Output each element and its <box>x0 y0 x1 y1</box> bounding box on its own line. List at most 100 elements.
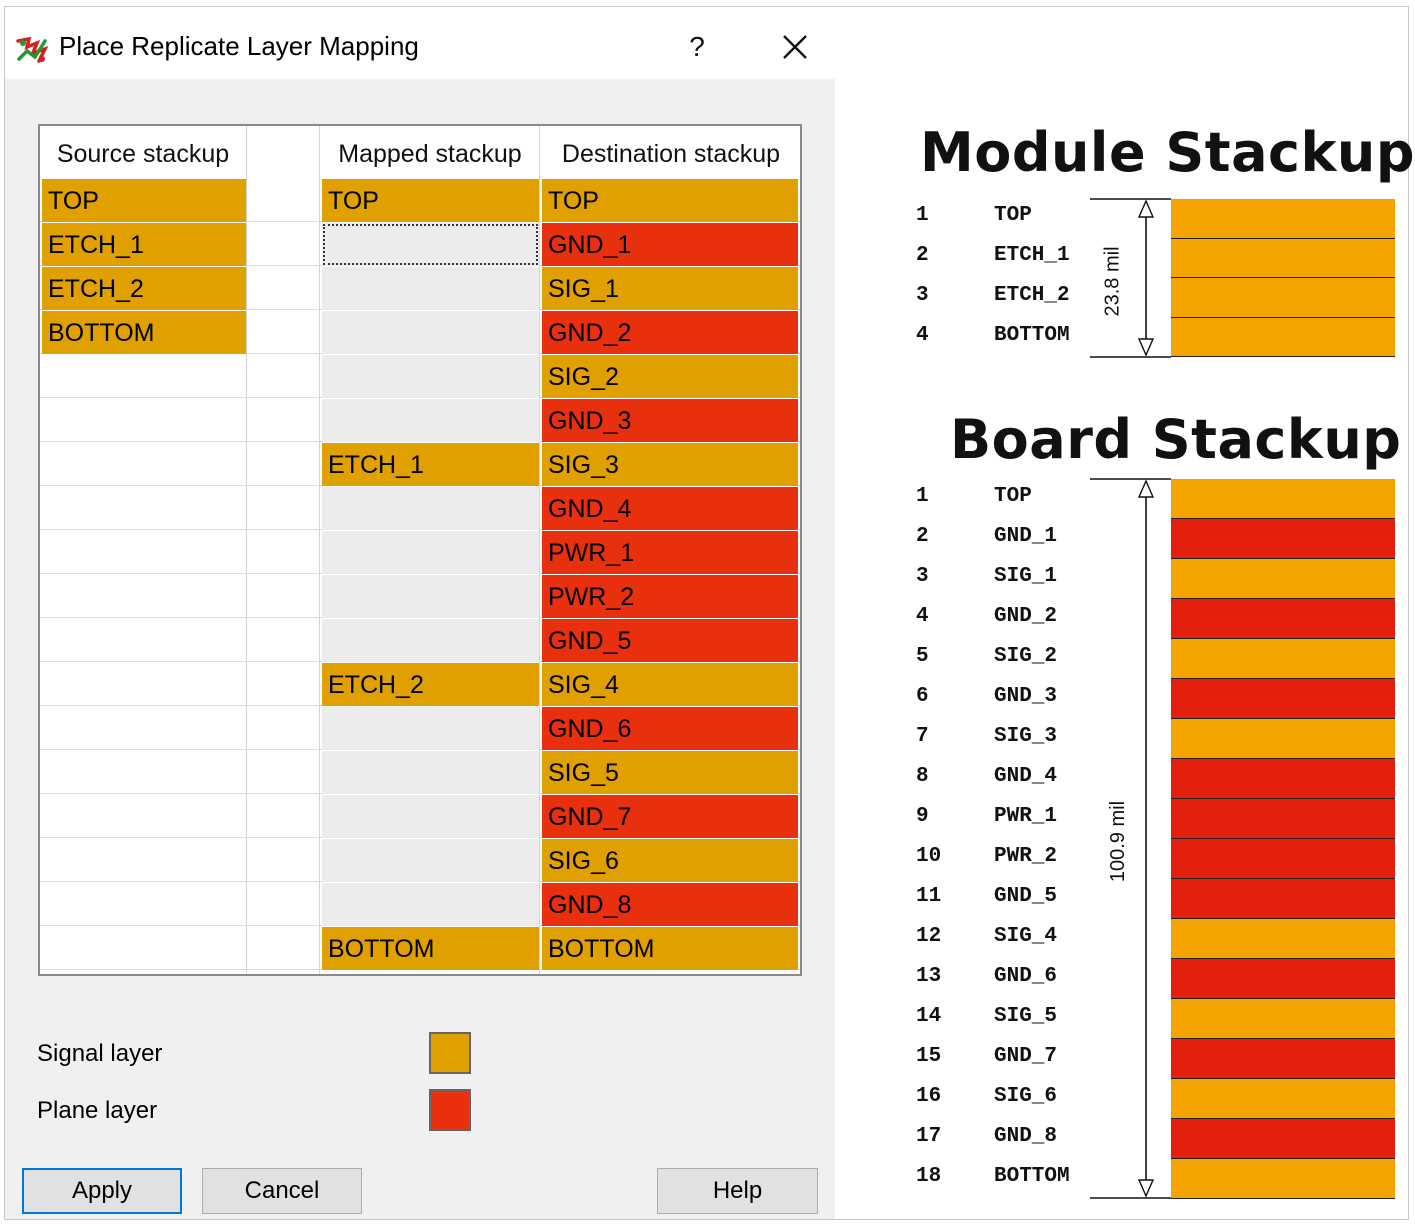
layer-name: GND_8 <box>994 1125 1058 1148</box>
module-stackup-title: Module Stackup <box>920 121 1415 184</box>
signal-layer-band <box>1171 1159 1395 1199</box>
cancel-button[interactable]: Cancel <box>202 1168 362 1214</box>
destination-stackup-header: Destination stackup <box>561 140 781 168</box>
source-cell <box>42 531 246 574</box>
destination-cell: BOTTOM <box>542 927 798 970</box>
layer-number: 16 <box>916 1085 942 1108</box>
close-icon[interactable] <box>775 27 815 67</box>
layer-number: 8 <box>916 765 929 788</box>
layer-number: 6 <box>916 685 929 708</box>
mapped-cell[interactable]: BOTTOM <box>322 927 539 970</box>
source-cell <box>42 883 246 926</box>
layer-number: 10 <box>916 845 942 868</box>
destination-cell: GND_2 <box>542 311 798 354</box>
mapped-cell[interactable] <box>322 839 539 882</box>
layer-number: 3 <box>916 284 929 307</box>
source-cell <box>42 927 246 970</box>
layer-name: ETCH_1 <box>994 244 1070 267</box>
layer-number: 14 <box>916 1005 942 1028</box>
destination-cell: GND_4 <box>542 487 798 530</box>
layer-mapping-table: Source stackup Mapped stackup Destinatio… <box>38 124 802 976</box>
destination-cell: GND_5 <box>542 619 798 662</box>
layer-name: GND_3 <box>994 685 1058 708</box>
mapped-cell[interactable] <box>322 355 539 398</box>
destination-cell: SIG_4 <box>542 663 798 706</box>
signal-layer-band <box>1171 1079 1395 1119</box>
destination-cell: SIG_5 <box>542 751 798 794</box>
plane-layer-band <box>1171 839 1395 879</box>
source-cell <box>42 355 246 398</box>
layer-name: TOP <box>994 485 1032 508</box>
mapped-cell[interactable] <box>322 619 539 662</box>
plane-layer-band <box>1171 799 1395 839</box>
plane-layer-color-swatch[interactable] <box>429 1089 471 1131</box>
plane-layer-label: Plane layer <box>37 1097 158 1124</box>
destination-cell: GND_8 <box>542 883 798 926</box>
mapped-cell[interactable] <box>322 311 539 354</box>
mapped-cell[interactable] <box>322 795 539 838</box>
signal-layer-band <box>1171 479 1395 519</box>
source-cell <box>42 619 246 662</box>
plane-layer-band <box>1171 1119 1395 1159</box>
mapped-cell[interactable] <box>322 575 539 618</box>
source-cell <box>42 575 246 618</box>
layer-name: SIG_4 <box>994 925 1058 948</box>
layer-number: 15 <box>916 1045 942 1068</box>
layer-number: 4 <box>916 605 929 628</box>
layer-number: 2 <box>916 244 929 267</box>
source-stackup-header: Source stackup <box>56 140 230 168</box>
destination-cell: SIG_3 <box>542 443 798 486</box>
mapped-cell[interactable] <box>322 267 539 310</box>
layer-number: 1 <box>916 485 929 508</box>
mapped-cell[interactable] <box>322 883 539 926</box>
layer-name: BOTTOM <box>994 324 1070 347</box>
signal-layer-color-swatch[interactable] <box>429 1032 471 1074</box>
source-cell: ETCH_2 <box>42 267 246 310</box>
destination-cell: PWR_1 <box>542 531 798 574</box>
help-button[interactable]: Help <box>657 1168 818 1214</box>
title-bar[interactable]: Place Replicate Layer Mapping ? <box>5 7 835 79</box>
mapped-cell[interactable]: TOP <box>322 179 539 222</box>
mapped-cell[interactable] <box>322 531 539 574</box>
mapped-cell-selected[interactable] <box>322 223 539 266</box>
source-cell <box>42 707 246 750</box>
source-cell <box>42 795 246 838</box>
help-title-button[interactable]: ? <box>689 31 705 62</box>
layer-name: ETCH_2 <box>994 284 1070 307</box>
layer-number: 13 <box>916 965 942 988</box>
layer-number: 11 <box>916 885 942 908</box>
layer-name: BOTTOM <box>994 1165 1070 1188</box>
layer-number: 5 <box>916 645 929 668</box>
plane-layer-band <box>1171 679 1395 719</box>
mapped-cell[interactable] <box>322 487 539 530</box>
layer-number: 18 <box>916 1165 942 1188</box>
layer-number: 1 <box>916 204 929 227</box>
source-cell: BOTTOM <box>42 311 246 354</box>
source-cell <box>42 399 246 442</box>
layer-name: PWR_2 <box>994 845 1058 868</box>
mapped-cell[interactable] <box>322 707 539 750</box>
plane-layer-band <box>1171 1039 1395 1079</box>
destination-cell: GND_7 <box>542 795 798 838</box>
layer-number: 7 <box>916 725 929 748</box>
mapped-cell[interactable]: ETCH_2 <box>322 663 539 706</box>
plane-layer-band <box>1171 959 1395 999</box>
signal-layer-label: Signal layer <box>37 1040 163 1067</box>
layer-name: SIG_6 <box>994 1085 1058 1108</box>
apply-button[interactable]: Apply <box>22 1168 182 1214</box>
layer-name: GND_6 <box>994 965 1058 988</box>
mapped-cell[interactable] <box>322 751 539 794</box>
signal-layer-band <box>1171 199 1395 239</box>
destination-cell: SIG_1 <box>542 267 798 310</box>
layer-number: 2 <box>916 525 929 548</box>
source-cell <box>42 839 246 882</box>
layer-number: 9 <box>916 805 929 828</box>
mapped-cell[interactable]: ETCH_1 <box>322 443 539 486</box>
plane-layer-band <box>1171 879 1395 919</box>
signal-layer-band <box>1171 559 1395 599</box>
signal-layer-band <box>1171 639 1395 679</box>
plane-layer-band <box>1171 599 1395 639</box>
mapped-cell[interactable] <box>322 399 539 442</box>
layer-name: PWR_1 <box>994 805 1058 828</box>
source-cell: ETCH_1 <box>42 223 246 266</box>
